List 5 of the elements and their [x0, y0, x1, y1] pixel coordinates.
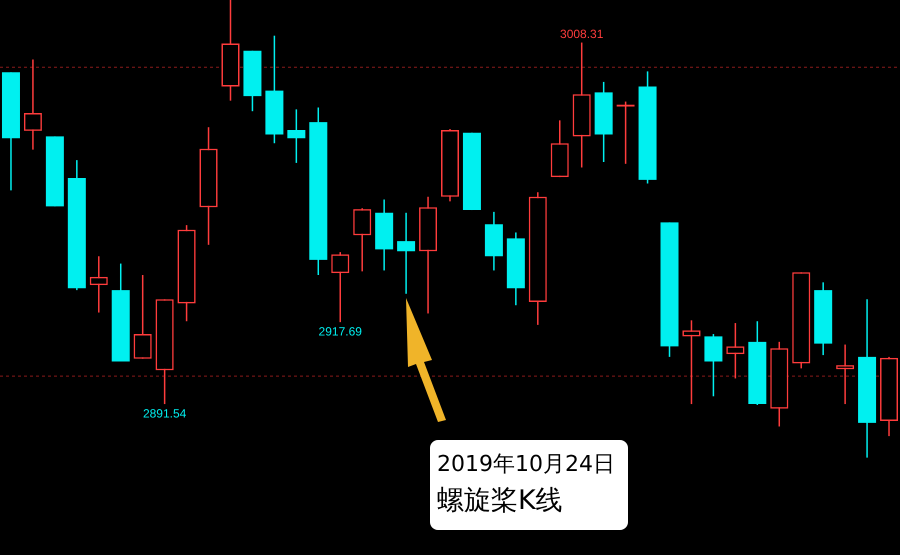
annotation: 2891.54 [142, 406, 187, 420]
annotation: 2019年10月24日 [437, 451, 616, 479]
text: 螺旋桨K线 [437, 484, 564, 518]
annotation: 3008.31 [560, 26, 604, 41]
annotation: 2917.69 [318, 324, 362, 338]
